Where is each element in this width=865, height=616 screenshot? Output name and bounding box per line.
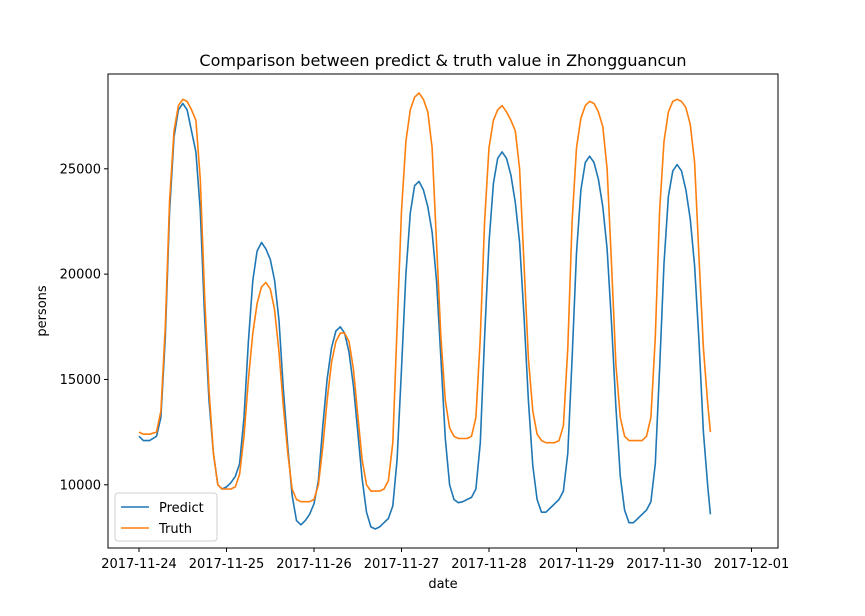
x-tick-label: 2017-11-29 [539,557,615,572]
y-tick-label: 25000 [60,162,101,177]
plot-area: 2017-11-24 2017-11-25 2017-11-26 2017-11-27… [60,73,789,572]
x-axis-ticks: 2017-11-24 2017-11-25 2017-11-26 2017-11-27… [101,548,789,572]
legend: Predict Truth [114,492,218,542]
y-tick-label: 10000 [60,478,101,493]
x-axis-label: date [428,577,457,592]
legend-box [114,492,218,542]
series-layer [138,92,712,530]
plot-frame [107,73,779,549]
legend-label-truth: Truth [158,522,192,537]
x-tick-label: 2017-11-28 [451,557,527,572]
legend-label-predict: Predict [159,501,204,516]
x-tick-label: 2017-11-26 [276,557,352,572]
y-axis-label: persons [35,285,50,337]
series-line-truth [138,92,712,503]
series-line-predict [138,102,712,530]
x-tick-label: 2017-11-30 [626,557,702,572]
x-tick-label: 2017-11-27 [364,557,440,572]
y-tick-label: 20000 [60,268,101,283]
chart-title: Comparison between predict & truth value… [199,51,686,70]
legend-items: Predict Truth [121,501,204,537]
x-tick-label: 2017-11-24 [101,557,177,572]
x-tick-label: 2017-11-25 [189,557,265,572]
y-axis-ticks: 10000 15000 20000 25000 [60,162,108,493]
y-tick-label: 15000 [60,373,101,388]
x-tick-label: 2017-12-01 [714,557,790,572]
